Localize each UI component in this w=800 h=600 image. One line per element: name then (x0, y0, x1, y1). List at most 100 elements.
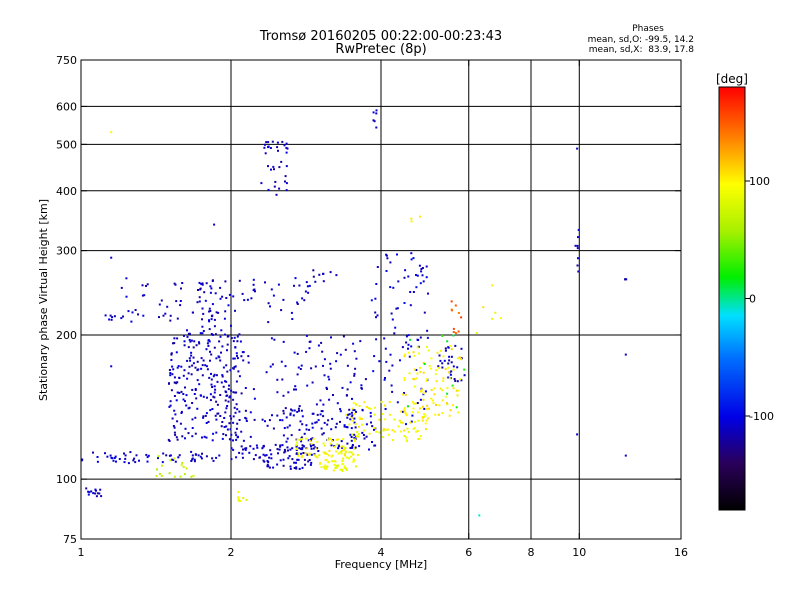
data-point (214, 388, 217, 391)
data-point (383, 337, 386, 340)
data-point (371, 441, 373, 443)
data-point (284, 407, 287, 410)
data-point (276, 378, 279, 381)
data-point (407, 343, 410, 346)
data-point (340, 440, 343, 443)
data-point (104, 452, 106, 455)
x-tick-label: 1 (78, 546, 85, 559)
data-point (213, 325, 216, 328)
data-point (242, 448, 244, 451)
data-point (315, 455, 318, 458)
data-point (252, 458, 255, 461)
data-point (452, 327, 455, 330)
data-point (283, 448, 286, 451)
data-point (98, 492, 101, 495)
data-point (189, 359, 192, 362)
data-point (108, 318, 111, 321)
data-point (368, 407, 370, 410)
data-point (166, 305, 169, 308)
data-point (240, 355, 243, 358)
data-point (416, 372, 419, 375)
data-point (308, 439, 311, 442)
data-point (225, 425, 228, 428)
data-point (270, 457, 273, 460)
data-point (252, 283, 255, 286)
data-point (125, 295, 128, 298)
data-point (179, 422, 182, 425)
data-point (342, 457, 345, 460)
data-point (182, 374, 185, 377)
data-point (328, 449, 331, 452)
data-point (346, 426, 349, 429)
data-point (208, 310, 211, 313)
data-point (372, 370, 375, 373)
data-point (244, 409, 247, 412)
data-point (339, 450, 342, 453)
data-point (365, 423, 368, 426)
data-point (146, 283, 149, 286)
data-point (215, 418, 218, 421)
data-point (212, 395, 215, 398)
data-point (205, 436, 208, 439)
data-point (452, 387, 455, 390)
data-point (406, 414, 408, 417)
data-point (283, 427, 286, 429)
data-point (335, 466, 338, 469)
data-point (181, 435, 184, 438)
data-point (156, 468, 158, 471)
data-point (444, 347, 447, 350)
data-point (353, 421, 356, 424)
data-point (240, 445, 243, 448)
data-point (201, 283, 204, 286)
data-point (321, 433, 324, 436)
data-point (201, 374, 204, 377)
data-point (302, 445, 305, 448)
data-point (198, 341, 200, 344)
data-point (297, 458, 300, 461)
data-point (204, 414, 207, 417)
data-point (123, 461, 126, 464)
data-point (201, 436, 203, 439)
data-point (320, 427, 323, 430)
data-point (219, 415, 222, 417)
data-point (244, 387, 247, 389)
data-point (397, 425, 400, 428)
data-point (310, 453, 313, 456)
data-point (335, 438, 338, 441)
data-point (315, 403, 318, 406)
grid-lines (81, 60, 681, 539)
data-point (396, 401, 399, 404)
data-point (186, 335, 189, 338)
data-point (361, 423, 363, 426)
data-point (457, 411, 460, 414)
data-point (354, 367, 357, 370)
data-point (141, 284, 144, 287)
data-point (382, 428, 385, 430)
data-point (175, 399, 178, 402)
data-point (403, 429, 406, 432)
data-point (203, 435, 206, 438)
data-point (410, 217, 413, 220)
data-point (346, 442, 349, 445)
data-point (410, 220, 413, 223)
data-point (221, 374, 224, 377)
data-point (322, 432, 325, 435)
data-point (183, 473, 186, 476)
data-point (224, 411, 227, 414)
data-point (463, 368, 466, 371)
data-point (435, 380, 438, 383)
data-point (425, 428, 427, 431)
data-point (172, 368, 175, 371)
data-point (412, 427, 415, 430)
data-point (308, 284, 311, 287)
data-point (202, 395, 205, 398)
data-point (170, 359, 173, 361)
data-point (310, 367, 313, 370)
data-point (384, 347, 387, 350)
data-point (319, 413, 322, 416)
data-point (318, 454, 321, 457)
data-point (576, 247, 579, 250)
data-point (448, 359, 451, 362)
data-point (237, 491, 240, 494)
data-point (238, 333, 241, 336)
